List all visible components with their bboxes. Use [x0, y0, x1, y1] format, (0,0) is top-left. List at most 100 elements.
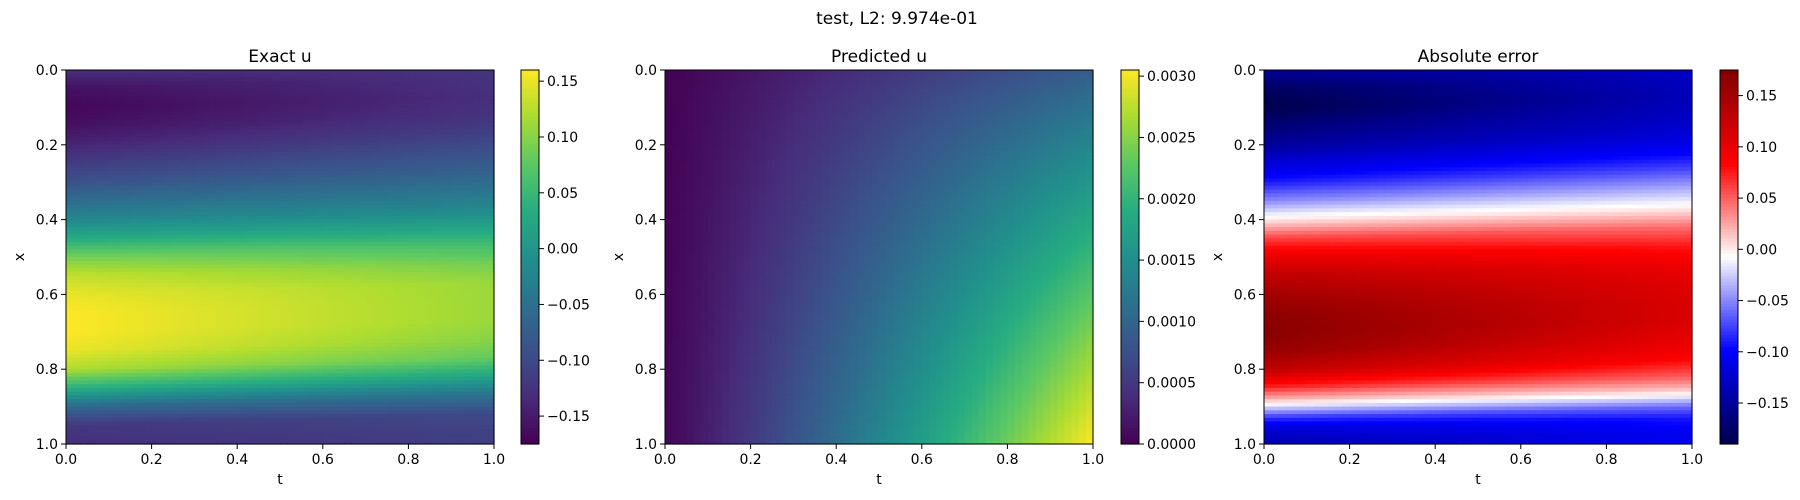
heatmap-cell [159, 339, 167, 343]
heatmap-cell [437, 100, 445, 104]
heatmap-cell [309, 85, 317, 89]
heatmap-cell [473, 115, 481, 119]
heatmap-cell [366, 141, 374, 145]
heatmap-cell [95, 291, 103, 295]
heatmap-cell [152, 264, 160, 268]
heatmap-cell [244, 235, 252, 239]
heatmap-cell [394, 149, 402, 153]
heatmap-cell [230, 373, 238, 377]
heatmap-cell [380, 313, 388, 317]
heatmap-cell [330, 261, 338, 265]
heatmap-cell [316, 313, 324, 317]
heatmap-cell [116, 171, 124, 175]
heatmap-cell [280, 74, 288, 78]
heatmap-cell [244, 100, 252, 104]
heatmap-cell [209, 77, 217, 81]
heatmap-cell [87, 119, 95, 123]
heatmap-cell [152, 122, 160, 126]
heatmap-cell [287, 261, 295, 265]
heatmap-cell [408, 253, 416, 257]
heatmap-cell [66, 96, 74, 100]
heatmap-cell [216, 175, 224, 179]
heatmap-cell [330, 205, 338, 209]
heatmap-cell [223, 373, 231, 377]
heatmap-cell [80, 74, 88, 78]
heatmap-cell [465, 317, 473, 321]
heatmap-cell [366, 250, 374, 254]
heatmap-cell [287, 272, 295, 276]
heatmap-cell [223, 231, 231, 235]
heatmap-cell [423, 74, 431, 78]
heatmap-cell [487, 220, 495, 224]
heatmap-cell [152, 152, 160, 156]
heatmap-cell [487, 377, 495, 381]
heatmap-cell [451, 134, 459, 138]
heatmap-cell [423, 178, 431, 182]
heatmap-cell [230, 272, 238, 276]
heatmap-cell [244, 369, 252, 373]
heatmap-cell [73, 190, 81, 194]
heatmap-cell [202, 306, 210, 310]
heatmap-cell [223, 178, 231, 182]
heatmap-cell [209, 362, 217, 366]
heatmap-cell [223, 134, 231, 138]
heatmap-cell [373, 167, 381, 171]
heatmap-cell [444, 336, 452, 340]
heatmap-cell [209, 74, 217, 78]
heatmap-cell [280, 89, 288, 93]
heatmap-cell [187, 74, 195, 78]
heatmap-cell [223, 171, 231, 175]
heatmap-cell [337, 175, 345, 179]
heatmap-cell [465, 178, 473, 182]
heatmap-cell [159, 380, 167, 384]
heatmap-cell [116, 216, 124, 220]
heatmap-cell [95, 178, 103, 182]
heatmap-cell [373, 156, 381, 160]
heatmap-cell [351, 347, 359, 351]
heatmap-cell [173, 164, 181, 168]
heatmap-cell [273, 149, 281, 153]
heatmap-cell [373, 205, 381, 209]
heatmap-cell [109, 141, 117, 145]
heatmap-cell [401, 223, 409, 227]
heatmap-cell [487, 164, 495, 168]
heatmap-cell [223, 246, 231, 250]
heatmap-cell [152, 220, 160, 224]
heatmap-cell [209, 152, 217, 156]
heatmap-cell [202, 167, 210, 171]
heatmap-cell [187, 328, 195, 332]
heatmap-cell [166, 100, 174, 104]
heatmap-cell [358, 171, 366, 175]
heatmap-cell [387, 276, 395, 280]
heatmap-cell [80, 92, 88, 96]
heatmap-cell [358, 205, 366, 209]
heatmap-cell [451, 235, 459, 239]
heatmap-cell [137, 306, 145, 310]
heatmap-cell [173, 208, 181, 212]
heatmap-cell [137, 321, 145, 325]
heatmap-cell [287, 182, 295, 186]
heatmap-cell [230, 321, 238, 325]
heatmap-cell [430, 175, 438, 179]
heatmap-cell [259, 294, 267, 298]
heatmap-cell [323, 186, 331, 190]
heatmap-cell [202, 89, 210, 93]
heatmap-cell [451, 119, 459, 123]
heatmap-cell [451, 306, 459, 310]
heatmap-cell [323, 205, 331, 209]
heatmap-cell [423, 92, 431, 96]
heatmap-cell [408, 216, 416, 220]
heatmap-cell [380, 70, 388, 74]
heatmap-cell [330, 250, 338, 254]
heatmap-cell [137, 134, 145, 138]
heatmap-cell [323, 100, 331, 104]
heatmap-cell [266, 246, 274, 250]
heatmap-cell [152, 89, 160, 93]
heatmap-cell [259, 100, 267, 104]
heatmap-cell [173, 115, 181, 119]
heatmap-cell [251, 261, 259, 265]
heatmap-cell [366, 302, 374, 306]
heatmap-cell [458, 115, 466, 119]
heatmap-cell [358, 92, 366, 96]
heatmap-cell [344, 119, 352, 123]
